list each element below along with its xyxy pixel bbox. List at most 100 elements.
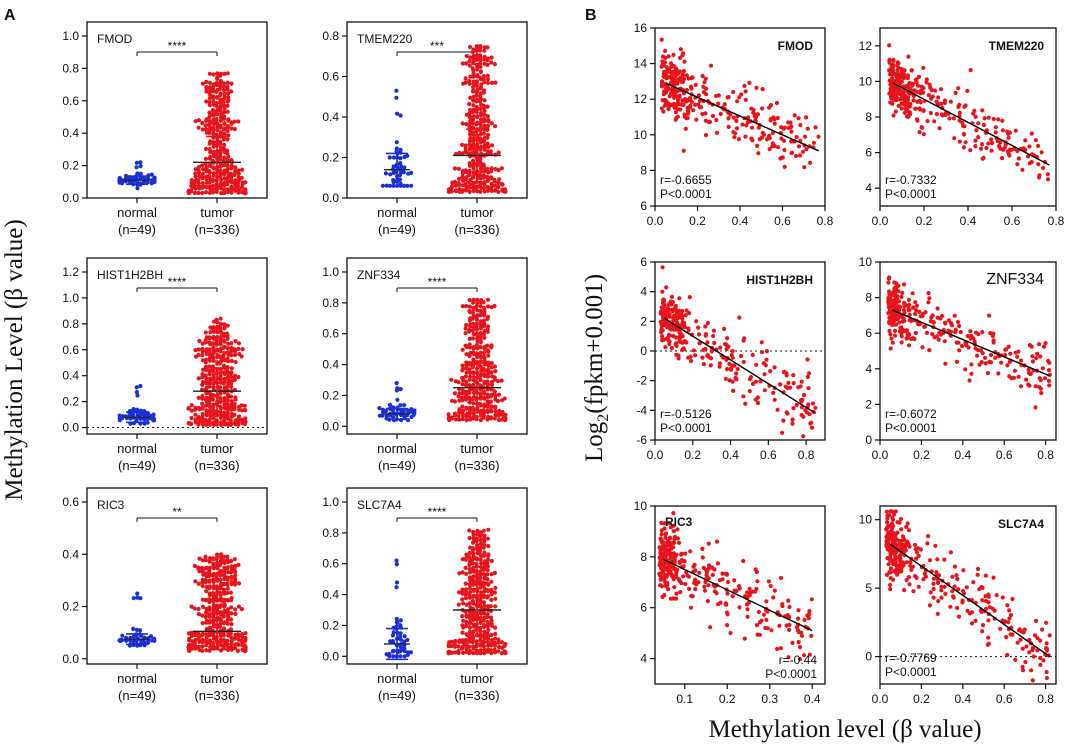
tumor-point xyxy=(485,594,491,599)
tumor-point xyxy=(222,638,227,643)
data-point xyxy=(674,341,679,346)
data-point xyxy=(661,542,666,548)
normal-point xyxy=(398,156,403,161)
data-point xyxy=(667,301,672,306)
y-tick-label: 4 xyxy=(865,362,872,376)
tumor-point xyxy=(485,104,490,109)
tumor-point xyxy=(481,105,487,110)
tumor-point xyxy=(200,577,205,582)
tumor-point xyxy=(475,651,480,656)
tumor-point xyxy=(192,606,197,611)
tumor-point xyxy=(502,416,508,421)
data-point xyxy=(905,101,910,106)
data-point xyxy=(980,330,985,335)
tumor-point xyxy=(211,350,216,355)
tumor-point xyxy=(215,603,220,608)
tumor-point xyxy=(215,95,220,100)
tumor-point xyxy=(477,61,483,66)
dotplot-tmem220: TMEM2200.00.20.40.60.8normal(n=49)tumor(… xyxy=(322,21,528,237)
y-tick-label: 0.2 xyxy=(322,151,339,165)
normal-point xyxy=(152,418,157,423)
tumor-point xyxy=(464,571,469,577)
normal-point xyxy=(151,638,156,643)
data-point xyxy=(955,319,961,325)
data-point xyxy=(964,341,969,346)
normal-point xyxy=(390,633,395,638)
tumor-point xyxy=(208,641,213,646)
tumor-point xyxy=(468,95,473,100)
data-point xyxy=(684,308,689,313)
tumor-point xyxy=(225,384,230,389)
tumor-point xyxy=(457,638,462,643)
tumor-point xyxy=(478,651,483,656)
tumor-point xyxy=(240,167,245,172)
tumor-point xyxy=(229,349,234,354)
data-point xyxy=(910,81,915,86)
tumor-point xyxy=(467,63,472,68)
data-point xyxy=(792,113,797,118)
data-point xyxy=(663,572,668,577)
data-point xyxy=(956,587,961,592)
tumor-point xyxy=(503,641,508,647)
data-point xyxy=(952,136,957,141)
data-point xyxy=(684,73,689,78)
tumor-point xyxy=(207,80,213,85)
data-point xyxy=(693,82,698,87)
data-point xyxy=(899,340,904,345)
tumor-point xyxy=(203,566,208,571)
data-point xyxy=(744,602,750,607)
tumor-point xyxy=(467,328,472,333)
tumor-point xyxy=(485,80,491,85)
normal-point xyxy=(131,407,136,412)
tumor-point xyxy=(453,644,458,649)
tumor-point xyxy=(218,118,223,123)
tumor-point xyxy=(482,636,487,641)
x-tick-label: 0.0 xyxy=(647,214,664,228)
data-point xyxy=(747,80,752,85)
tumor-point xyxy=(489,121,494,126)
normal-point xyxy=(398,113,403,118)
tumor-point xyxy=(225,356,230,361)
data-point xyxy=(1006,344,1011,349)
tumor-point xyxy=(467,336,472,341)
tumor-point xyxy=(211,117,216,122)
dotplot-znf334: ZNF3340.00.20.40.60.81.0normal(n=49)tumo… xyxy=(322,257,528,473)
data-point xyxy=(808,160,813,165)
data-point xyxy=(904,524,909,530)
tumor-point xyxy=(468,570,473,575)
tumor-point xyxy=(489,638,494,643)
data-point xyxy=(911,305,916,310)
data-point xyxy=(1029,131,1034,136)
tumor-point xyxy=(229,645,234,650)
data-point xyxy=(716,101,721,106)
tumor-point xyxy=(460,121,465,126)
gene-label: SLC7A4 xyxy=(357,498,402,512)
tumor-point xyxy=(475,115,480,120)
data-point xyxy=(726,124,731,129)
y-tick-label: 0.0 xyxy=(322,191,339,205)
tumor-point xyxy=(478,75,483,80)
y-tick-label: 6 xyxy=(640,199,647,213)
tumor-point xyxy=(221,146,226,151)
data-point xyxy=(739,353,744,359)
data-point xyxy=(1038,354,1043,359)
data-point xyxy=(777,623,782,628)
data-point xyxy=(919,88,924,93)
tumor-point xyxy=(471,617,476,622)
normal-point xyxy=(377,413,382,418)
tumor-point xyxy=(215,566,220,571)
tumor-point xyxy=(471,103,476,108)
tumor-point xyxy=(461,81,466,86)
data-point xyxy=(786,655,791,660)
tumor-point xyxy=(478,86,483,91)
data-point xyxy=(886,555,891,561)
data-point xyxy=(685,98,690,104)
tumor-point xyxy=(214,317,219,322)
tumor-point xyxy=(468,316,473,321)
tumor-point xyxy=(207,599,212,605)
data-point xyxy=(659,84,665,89)
data-point xyxy=(788,385,793,390)
data-point xyxy=(689,593,694,599)
tumor-point xyxy=(204,574,209,579)
data-point xyxy=(701,90,707,95)
